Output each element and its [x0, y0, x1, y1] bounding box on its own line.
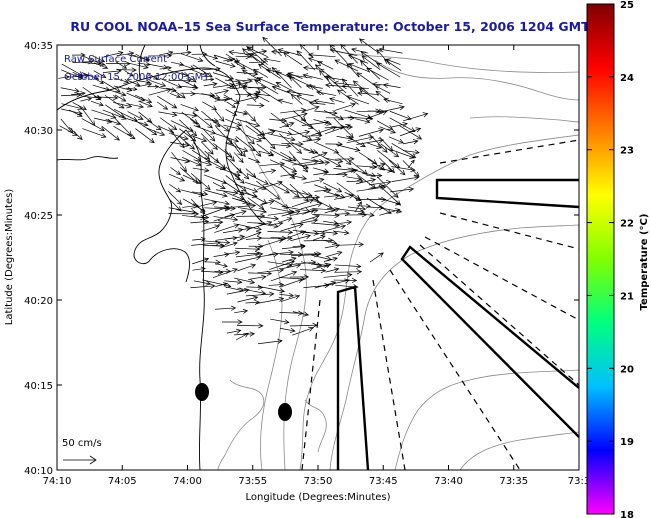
buoy-marker — [195, 383, 209, 401]
colorbar-tick-label: 22 — [620, 219, 634, 230]
x-tick-label: 73:45 — [369, 476, 398, 487]
colorbar-tick-label: 21 — [620, 291, 634, 302]
radial-dashed-lines — [301, 139, 580, 471]
x-tick-label: 73:35 — [499, 476, 528, 487]
scale-label: 50 cm/s — [62, 438, 102, 449]
colorbar-tick-label: 24 — [620, 73, 634, 84]
y-axis-label: Latitude (Degrees:Minutes) — [4, 189, 15, 326]
colorbar-tick-label: 20 — [620, 364, 634, 375]
colorbar-tick-label: 23 — [620, 146, 634, 157]
buoy-marker — [278, 403, 292, 421]
colorbar-tick-label: 25 — [620, 0, 634, 11]
colorbar-ticks: 25 24 23 22 21 20 19 18 — [587, 0, 634, 518]
x-tick-label: 73:50 — [304, 476, 333, 487]
annotation-line2: October 15, 2006 12:00 GMT — [64, 72, 210, 83]
y-tick-label: 40:20 — [24, 296, 53, 307]
x-tick-label: 74:00 — [173, 476, 202, 487]
y-tick-label: 40:10 — [24, 466, 53, 477]
colorbar-tick-label: 18 — [620, 510, 634, 518]
y-axis: 40:35 40:30 40:25 40:20 40:15 40:10 — [24, 41, 579, 477]
y-tick-label: 40:25 — [24, 211, 53, 222]
x-tick-label: 73:40 — [434, 476, 463, 487]
x-tick-label: 73:3 — [568, 476, 590, 487]
x-tick-label: 74:10 — [43, 476, 72, 487]
y-tick-label: 40:35 — [24, 41, 53, 52]
x-axis: 74:10 74:05 74:00 73:55 73:50 73:45 73:40 73:35… — [43, 45, 590, 487]
surface-current-vectors — [58, 36, 429, 345]
colorbar-tick-label: 19 — [620, 437, 634, 448]
y-tick-label: 40:15 — [24, 381, 53, 392]
x-tick-label: 74:05 — [108, 476, 137, 487]
figure-title: RU COOL NOAA–15 Sea Surface Temperature:… — [70, 19, 590, 34]
x-axis-label: Longitude (Degrees:Minutes) — [245, 492, 390, 503]
annotation-line1: Raw Surface Current — [64, 54, 167, 65]
plot-area — [57, 45, 579, 470]
scale-arrow — [63, 455, 97, 465]
colorbar-label: Temperature (°C) — [639, 214, 650, 311]
x-tick-label: 73:55 — [238, 476, 267, 487]
colorbar — [586, 3, 615, 515]
y-tick-label: 40:30 — [24, 126, 53, 137]
transect-boxes — [336, 178, 580, 471]
